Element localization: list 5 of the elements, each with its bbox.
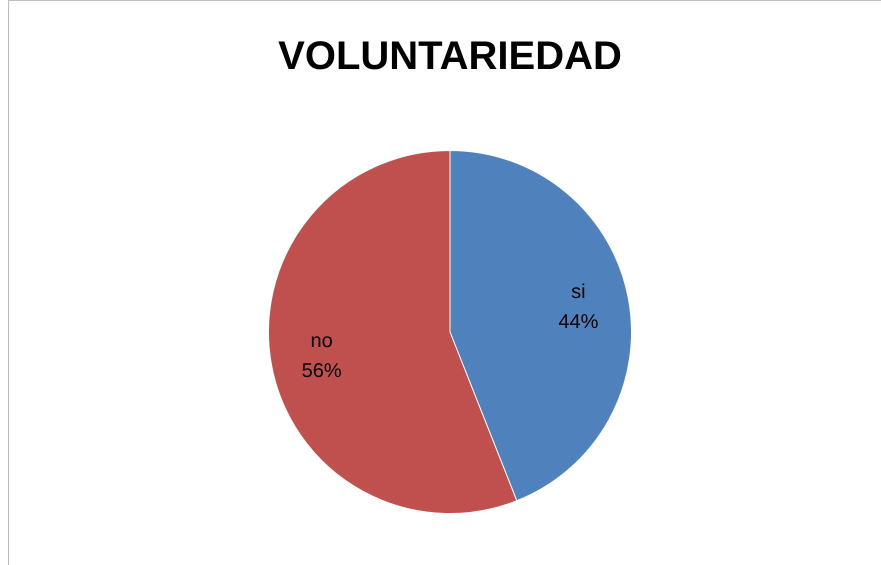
data-label: 56%: [302, 360, 342, 382]
chart-title: VOLUNTARIEDAD: [278, 34, 622, 78]
slice-label: no: [310, 330, 333, 352]
slice-label: si: [571, 281, 586, 304]
data-label: 44%: [558, 311, 599, 334]
